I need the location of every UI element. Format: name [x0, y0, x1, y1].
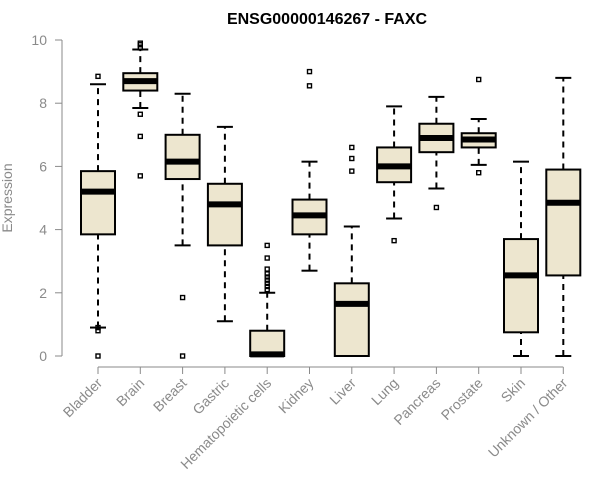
y-tick-label: 8: [39, 95, 47, 111]
iqr-box: [80, 170, 116, 236]
outlier-point: [306, 83, 313, 89]
x-category-label: Unknown / Other: [485, 375, 571, 461]
box-hematopoietic-cells: [249, 242, 286, 358]
outlier-point: [349, 155, 355, 162]
outlier-point: [264, 274, 270, 280]
iqr-box: [545, 168, 582, 277]
y-tick-label: 6: [39, 158, 47, 174]
outlier-point: [264, 277, 270, 283]
outlier-point: [264, 255, 270, 261]
x-category-label: Kidney: [275, 375, 317, 417]
x-category-label: Breast: [150, 375, 190, 415]
outlier-point: [264, 283, 270, 290]
x-category-label: Pancreas: [390, 375, 443, 428]
outlier-point: [95, 353, 101, 359]
outlier-point: [349, 168, 355, 174]
x-category-label: Lung: [368, 375, 401, 408]
x-category-label: Prostate: [438, 375, 486, 423]
x-category-label: Liver: [326, 375, 359, 408]
iqr-box: [333, 282, 370, 358]
iqr-box: [503, 238, 539, 334]
outlier-point: [137, 133, 144, 140]
outlier-point: [264, 271, 270, 277]
outlier-point: [137, 45, 144, 51]
outlier-point: [95, 73, 101, 80]
outlier-point: [306, 68, 313, 75]
box-brain: [122, 40, 159, 179]
x-category-label: Skin: [498, 375, 529, 406]
y-tick-label: 2: [39, 285, 47, 301]
box-breast: [164, 92, 201, 359]
box-skin: [503, 160, 539, 357]
y-axis-label: Expression: [0, 163, 15, 232]
outlier-point: [349, 144, 355, 151]
y-tick-label: 0: [39, 348, 47, 364]
outlier-point: [264, 242, 270, 249]
box-lung: [376, 105, 413, 244]
outlier-point: [264, 280, 270, 287]
plot-area: [80, 40, 582, 359]
x-category-label: Bladder: [60, 375, 106, 421]
outlier-point: [264, 286, 270, 293]
box-unknown-other: [545, 76, 582, 357]
box-gastric: [206, 125, 243, 323]
outlier-point: [137, 111, 144, 117]
iqr-box: [206, 182, 243, 247]
box-kidney: [291, 68, 328, 272]
outlier-point: [95, 328, 101, 334]
iqr-box: [164, 133, 201, 181]
outlier-point: [433, 204, 440, 211]
outlier-point: [264, 266, 270, 272]
box-prostate: [460, 76, 497, 176]
box-bladder: [80, 73, 116, 359]
y-tick-label: 4: [39, 222, 47, 238]
y-tick-label: 10: [31, 32, 47, 48]
chart-title: ENSG00000146267 - FAXC: [227, 11, 428, 28]
outlier-point: [179, 353, 186, 359]
box-pancreas: [418, 95, 455, 211]
outlier-point: [179, 294, 186, 301]
x-category-label: Brain: [113, 375, 147, 409]
outlier-point: [476, 170, 482, 176]
outlier-point: [391, 237, 397, 244]
outlier-point: [137, 40, 144, 46]
outlier-point: [95, 324, 101, 331]
outlier-point: [137, 173, 144, 179]
box-liver: [333, 144, 370, 358]
outlier-point: [476, 76, 482, 83]
